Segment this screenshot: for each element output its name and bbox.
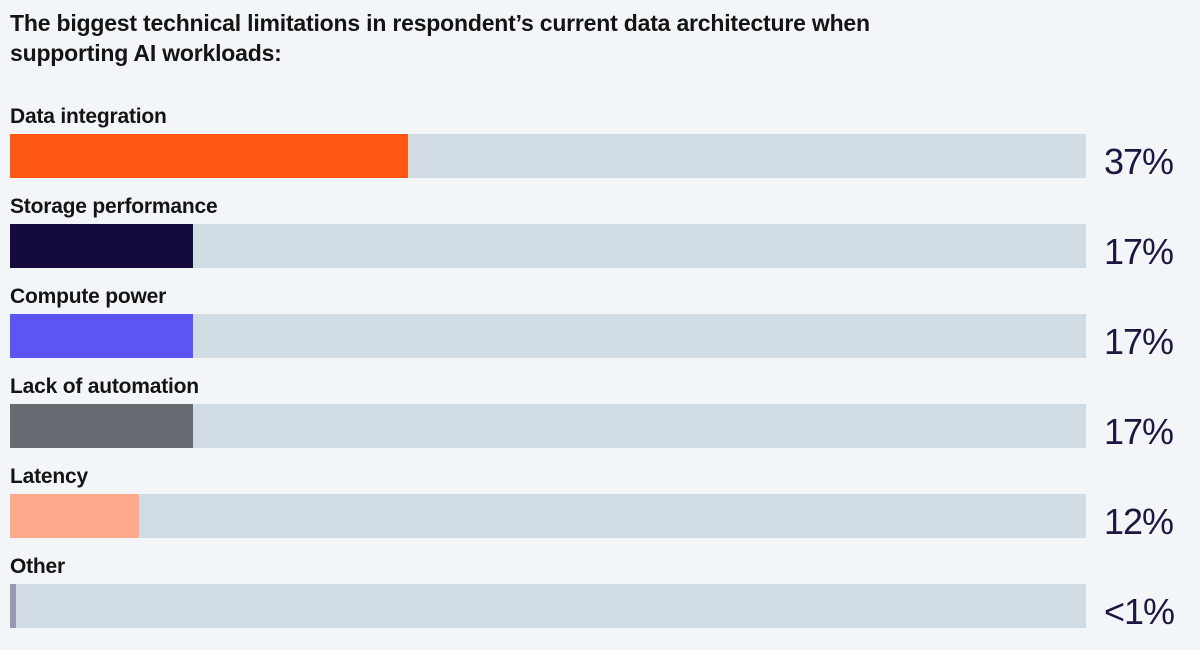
bar-row-latency: Latency 12%	[0, 464, 1200, 554]
bar-track	[10, 494, 1086, 538]
bar-row-lack-of-automation: Lack of automation 17%	[0, 374, 1200, 464]
value-label: 17%	[1104, 321, 1174, 362]
value-label: 17%	[1104, 231, 1174, 272]
bar-track	[10, 404, 1086, 448]
bar-storage-performance	[10, 224, 193, 268]
category-label: Latency	[10, 465, 88, 488]
chart-title: The biggest technical limitations in res…	[10, 10, 870, 66]
bar-compute-power	[10, 314, 193, 358]
category-label: Storage performance	[10, 195, 218, 218]
bar-track	[10, 314, 1086, 358]
bar-other	[10, 584, 16, 628]
bar-row-compute-power: Compute power 17%	[0, 284, 1200, 374]
category-label: Data integration	[10, 105, 167, 128]
value-label: <1%	[1104, 591, 1175, 632]
bar-row-storage-performance: Storage performance 17%	[0, 194, 1200, 284]
bar-row-other: Other <1%	[0, 554, 1200, 644]
bar-latency	[10, 494, 139, 538]
value-label: 37%	[1104, 141, 1174, 182]
bar-track	[10, 584, 1086, 628]
value-label: 17%	[1104, 411, 1174, 452]
bar-track	[10, 134, 1086, 178]
category-label: Lack of automation	[10, 375, 199, 398]
bar-lack-of-automation	[10, 404, 193, 448]
bar-track	[10, 224, 1086, 268]
category-label: Compute power	[10, 285, 167, 308]
category-label: Other	[10, 555, 66, 578]
bar-row-data-integration: Data integration 37%	[0, 104, 1200, 194]
bar-data-integration	[10, 134, 408, 178]
value-label: 12%	[1104, 501, 1174, 542]
